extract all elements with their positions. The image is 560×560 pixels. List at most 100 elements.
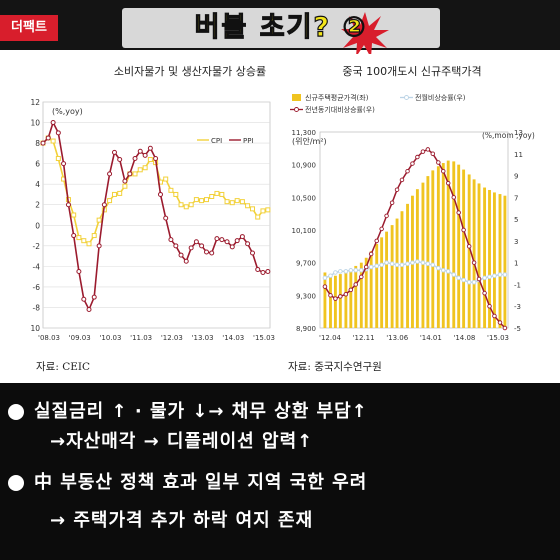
left-x-tick-label: '09.03	[69, 334, 91, 342]
data-point-ppi	[250, 250, 256, 256]
right-bars	[323, 160, 507, 328]
left-x-tick-label: '15.03	[253, 334, 275, 342]
data-point-ppi	[234, 238, 240, 244]
bullet-2-line-2: → 주택가격 추가 하락 여지 존재	[50, 510, 314, 531]
left-chart-title: 소비자물가 및 생산자물가 상승률	[114, 65, 266, 78]
data-point-cpi	[147, 157, 153, 163]
price-bar	[498, 194, 502, 328]
data-point-ppi	[86, 307, 92, 313]
data-point-ppi	[168, 237, 174, 243]
data-point-mom	[466, 280, 472, 285]
data-point-cpi	[209, 194, 215, 200]
data-point-ppi	[245, 241, 251, 247]
data-point-ppi	[209, 250, 215, 256]
right-chart-title: 중국 100개도시 신규주택가격	[342, 65, 481, 78]
bullet-icon	[8, 475, 24, 491]
right-chart-unit-right: (%,mom ,yoy)	[482, 131, 535, 140]
left-y-tick-label: 8	[35, 139, 40, 148]
legend-swatch-marker	[294, 107, 299, 112]
data-point-ppi	[127, 171, 133, 177]
data-point-cpi	[183, 204, 189, 210]
data-point-yoy	[476, 276, 482, 282]
price-bar	[380, 237, 384, 328]
data-point-yoy	[451, 195, 457, 200]
right-y2-tick-label: -1	[514, 281, 521, 289]
right-y2-tick-label: 11	[514, 151, 523, 159]
summary-box: 실질금리 ↑ · 물가 ↓→ 채무 상환 부담↑ →자산매각 → 디플레이션 압…	[0, 383, 560, 560]
data-point-yoy	[497, 320, 503, 325]
data-point-cpi	[86, 241, 92, 247]
data-point-cpi	[132, 171, 138, 177]
right-legend-label: 신규주택평균가격(좌)	[305, 93, 369, 102]
left-y-tick-label: -6	[33, 283, 41, 292]
left-x-tick-label: '10.03	[99, 334, 121, 342]
data-point-mom	[487, 274, 492, 280]
price-bar	[323, 272, 327, 328]
data-point-ppi	[255, 266, 261, 272]
left-x-tick-label: '11.03	[130, 334, 152, 342]
price-bar	[488, 189, 491, 328]
data-point-cpi	[122, 183, 128, 189]
right-y2-tick-label: 13	[514, 129, 523, 137]
price-bar	[364, 257, 368, 328]
data-point-yoy	[430, 151, 436, 157]
right-y-tick-label: 9,300	[296, 292, 316, 300]
data-point-ppi	[199, 243, 205, 249]
data-point-mom	[430, 262, 436, 268]
legend-swatch-marker	[404, 95, 409, 100]
data-point-yoy	[456, 210, 461, 215]
data-point-mom	[420, 260, 426, 265]
left-chart-source: 자료: CEIC	[36, 361, 91, 373]
data-point-mom	[384, 260, 389, 265]
price-bar	[477, 183, 481, 328]
right-y2-tick-label: 9	[514, 173, 518, 181]
data-point-mom	[492, 273, 497, 278]
bullet-icon	[8, 404, 24, 420]
price-bar	[369, 251, 373, 328]
data-point-mom	[374, 263, 379, 269]
data-point-ppi	[239, 234, 245, 240]
price-bar	[441, 163, 445, 328]
data-point-mom	[410, 260, 415, 265]
legend-label-cpi: CPI	[211, 137, 222, 145]
data-point-cpi	[71, 212, 77, 218]
right-y-ticks: 8,900 9,300 9,700 10,100 10,500 10,900 11,300	[292, 129, 317, 333]
data-point-ppi	[153, 156, 159, 161]
price-bar	[457, 164, 461, 328]
price-bar	[503, 195, 507, 328]
left-series	[40, 120, 271, 313]
data-point-ppi	[265, 269, 271, 274]
data-point-cpi	[255, 214, 261, 220]
data-point-cpi	[163, 176, 169, 182]
data-point-yoy	[410, 161, 415, 166]
price-bar	[472, 179, 476, 328]
data-point-ppi	[132, 156, 138, 161]
data-point-cpi	[178, 202, 184, 208]
data-point-cpi	[107, 198, 113, 204]
data-point-cpi	[204, 197, 210, 203]
left-x-tick-label: '08.03	[38, 334, 60, 342]
data-point-yoy	[441, 168, 446, 174]
data-point-yoy	[399, 177, 405, 183]
right-y-tick-label: 10,900	[292, 162, 317, 170]
data-point-ppi	[142, 152, 148, 158]
data-point-mom	[394, 262, 400, 268]
price-bar	[390, 225, 394, 328]
price-bar	[452, 161, 456, 328]
left-chart: 소비자물가 및 생산자물가 상승률 (%,yoy) -10 -8 -6 -4 -2 0 2 4…	[28, 65, 275, 342]
left-y-tick-label: 2	[35, 201, 40, 210]
left-y-tick-label: 10	[30, 119, 40, 128]
series-line-cpi	[42, 136, 269, 245]
left-legend: CPI PPI	[197, 137, 254, 145]
data-point-mom	[497, 272, 503, 277]
data-point-yoy	[363, 264, 369, 270]
left-x-ticks: '08.03 '09.03 '10.03 '11.03 '12.03 '13.03 '14.…	[38, 334, 275, 342]
data-point-ppi	[45, 135, 51, 141]
right-y-tick-label: 11,300	[292, 129, 317, 137]
data-point-yoy	[379, 226, 384, 232]
right-x-tick-label: '13.06	[386, 334, 409, 342]
data-point-cpi	[224, 199, 230, 205]
data-point-cpi	[199, 198, 205, 204]
price-bar	[359, 262, 363, 328]
